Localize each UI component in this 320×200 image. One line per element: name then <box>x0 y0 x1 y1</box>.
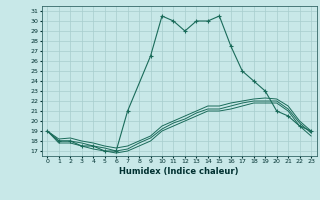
X-axis label: Humidex (Indice chaleur): Humidex (Indice chaleur) <box>119 167 239 176</box>
